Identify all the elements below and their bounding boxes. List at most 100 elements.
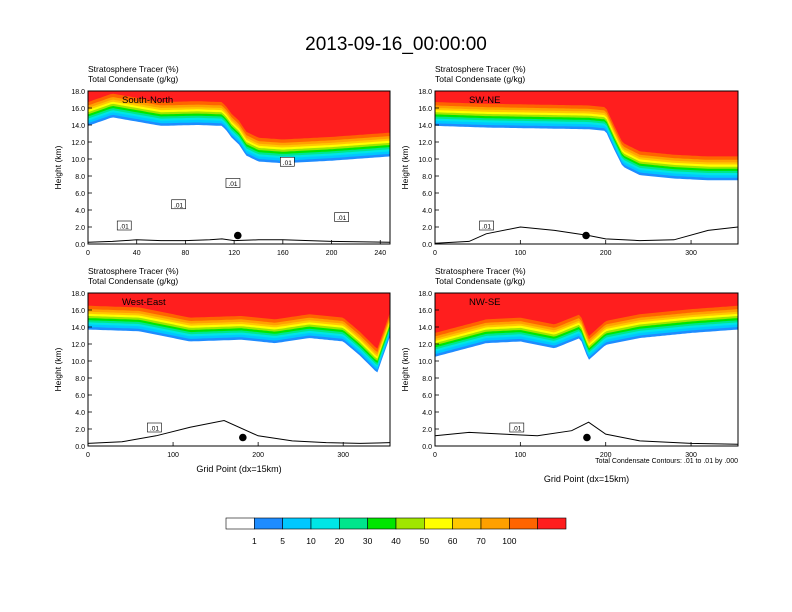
contour-title: Total Condensate (g/kg) <box>88 74 178 84</box>
y-tick-label: 18.0 <box>71 291 85 298</box>
contour-label: .01 <box>225 178 241 188</box>
y-tick-label: 0.0 <box>422 242 432 249</box>
field-title: Stratosphere Tracer (%) <box>435 64 526 74</box>
y-tick-label: 0.0 <box>75 444 85 451</box>
plot-area: .01 <box>435 91 738 244</box>
y-tick-label: 16.0 <box>71 308 85 315</box>
y-tick-label: 0.0 <box>422 444 432 451</box>
colorbar-swatch <box>254 517 283 530</box>
y-tick-label: 4.0 <box>422 410 432 417</box>
y-tick-label: 14.0 <box>71 325 85 332</box>
y-tick-label: 4.0 <box>75 410 85 417</box>
y-tick-label: 14.0 <box>418 123 432 130</box>
colorbar-tick-label: 50 <box>420 536 430 546</box>
panel-nw-se: Stratosphere Tracer (%)Total Condensate … <box>400 266 739 484</box>
contour-label-text: .01 <box>512 426 521 433</box>
y-tick-label: 14.0 <box>418 325 432 332</box>
panel-label: West-East <box>122 297 166 308</box>
figure-title: 2013-09-16_00:00:00 <box>305 34 487 55</box>
contour-title: Total Condensate (g/kg) <box>435 276 525 286</box>
x-tick-label: 200 <box>600 250 612 257</box>
y-tick-label: 8.0 <box>422 174 432 181</box>
y-tick-label: 10.0 <box>71 157 85 164</box>
y-tick-label: 6.0 <box>422 191 432 198</box>
y-tick-label: 6.0 <box>75 393 85 400</box>
contour-title: Total Condensate (g/kg) <box>435 74 525 84</box>
panel-west-east: Stratosphere Tracer (%)Total Condensate … <box>53 266 391 474</box>
colorbar-swatch <box>225 517 255 530</box>
plot-area: .01 <box>88 293 390 446</box>
plot-frame <box>87 90 391 245</box>
y-tick-label: 10.0 <box>418 359 432 366</box>
panels: Stratosphere Tracer (%)Total Condensate … <box>53 64 739 484</box>
x-tick-label: 120 <box>228 250 240 257</box>
colorbar-tick-label: 70 <box>476 536 486 546</box>
colorbar-swatch <box>367 517 397 530</box>
plot-frame <box>87 292 391 447</box>
colorbar-swatch <box>339 517 368 530</box>
y-tick-label: 14.0 <box>71 123 85 130</box>
y-axis-label: Height (km) <box>53 145 63 189</box>
y-axis-label: Height (km) <box>400 347 410 391</box>
contour-label: .01 <box>334 212 349 222</box>
location-marker <box>583 433 591 442</box>
panel-label: South-North <box>122 95 173 106</box>
x-tick-label: 300 <box>685 250 697 257</box>
colorbar-tick-label: 1 <box>252 536 257 546</box>
plot-frame <box>434 292 739 447</box>
x-tick-label: 100 <box>167 452 179 459</box>
contour-label: .01 <box>147 422 162 433</box>
x-tick-label: 80 <box>182 250 190 257</box>
panel-south-north: Stratosphere Tracer (%)Total Condensate … <box>53 64 391 257</box>
contour-note: Total Condensate Contours: .01 to .01 by… <box>595 458 738 465</box>
x-tick-label: 100 <box>515 452 527 459</box>
colorbar-swatch <box>310 517 340 530</box>
plot-area: .01 .01 .01 .01 .01 <box>88 91 390 244</box>
colorbar-tick-label: 40 <box>391 536 401 546</box>
x-tick-label: 0 <box>86 452 90 459</box>
contour-label-text: .01 <box>120 224 129 231</box>
x-tick-label: 200 <box>600 452 612 459</box>
y-tick-label: 6.0 <box>422 393 432 400</box>
terrain-line <box>88 238 390 243</box>
colorbar-swatch <box>480 517 510 530</box>
contour-label-text: .01 <box>337 215 346 222</box>
x-tick-label: 240 <box>374 250 386 257</box>
panel-label: SW-NE <box>469 95 501 106</box>
x-axis-label: Grid Point (dx=15km) <box>544 474 629 484</box>
colorbar-swatch <box>395 517 425 530</box>
tracer-band-11 <box>435 293 738 336</box>
colorbar-swatch <box>509 517 538 530</box>
y-tick-label: 12.0 <box>418 342 432 349</box>
x-tick-label: 0 <box>433 250 437 257</box>
contour-label-text: .01 <box>150 426 159 433</box>
y-tick-label: 12.0 <box>71 342 85 349</box>
location-marker <box>582 231 590 240</box>
y-tick-label: 4.0 <box>75 208 85 215</box>
y-tick-label: 8.0 <box>75 174 85 181</box>
y-tick-label: 8.0 <box>75 376 85 383</box>
contour-label: .01 <box>509 422 525 433</box>
location-marker <box>239 433 247 442</box>
y-tick-label: 16.0 <box>418 308 432 315</box>
colorbar-tick-label: 30 <box>363 536 373 546</box>
colorbar-swatch <box>282 517 312 530</box>
contour-label-text: .01 <box>228 181 237 188</box>
y-tick-label: 10.0 <box>71 359 85 366</box>
y-tick-label: 18.0 <box>71 89 85 96</box>
y-tick-label: 18.0 <box>418 291 432 298</box>
contour-label: .01 <box>280 156 295 167</box>
colorbar-tick-label: 60 <box>448 536 458 546</box>
contour-label-text: .01 <box>174 202 183 209</box>
y-tick-label: 2.0 <box>422 225 432 232</box>
x-tick-label: 200 <box>326 250 338 257</box>
y-tick-label: 4.0 <box>422 208 432 215</box>
colorbar-tick-label: 10 <box>306 536 316 546</box>
y-tick-label: 16.0 <box>418 106 432 113</box>
x-tick-label: 100 <box>515 250 527 257</box>
colorbar-tick-label: 20 <box>335 536 345 546</box>
contour-label: .01 <box>116 220 132 231</box>
y-tick-label: 8.0 <box>422 376 432 383</box>
tracer-band-11 <box>88 91 390 140</box>
tracer-band-11 <box>88 293 390 349</box>
